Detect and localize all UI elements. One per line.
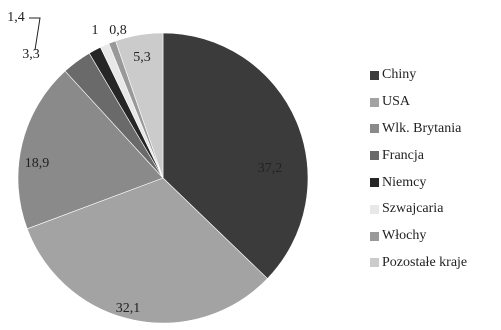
slice-label-francja: 3,3 (22, 47, 40, 62)
pie-labels: 37,2 32,1 18,9 3,3 1,4 1 0,8 5,3 (7, 10, 282, 316)
legend-item-wlochy: Włochy (370, 223, 467, 250)
legend-item-usa: USA (370, 89, 467, 116)
pie-slices (17, 32, 309, 324)
leader-line (29, 17, 41, 51)
legend-label: Wlk. Brytania (382, 120, 462, 136)
legend: Chiny USA Wlk. Brytania Francja Niemcy S… (370, 62, 467, 276)
legend-swatch (370, 124, 379, 134)
legend-swatch (370, 204, 379, 214)
legend-label: Szwajcaria (382, 201, 444, 217)
slice-label-szwajcaria: 1 (92, 23, 99, 38)
legend-swatch (370, 178, 379, 188)
legend-swatch (370, 258, 379, 268)
legend-item-chiny: Chiny (370, 62, 467, 89)
legend-label: Francja (382, 147, 424, 163)
legend-swatch (370, 97, 379, 107)
slice-label-niemcy: 1,4 (7, 10, 25, 25)
legend-swatch (370, 151, 379, 161)
legend-label: Pozostałe kraje (382, 254, 468, 270)
pie-slice-chiny (162, 32, 309, 280)
legend-label: Chiny (382, 67, 417, 83)
legend-swatch (370, 231, 379, 241)
legend-item-francja: Francja (370, 142, 467, 169)
legend-item-szwajcaria: Szwajcaria (370, 196, 467, 223)
legend-swatch (370, 70, 379, 80)
pie-slice-usa (26, 177, 268, 324)
legend-label: Włochy (382, 228, 427, 244)
slice-label-pozostale-kraje: 5,3 (133, 50, 151, 65)
pie-slice-wlk-brytania (17, 70, 164, 230)
legend-label: USA (382, 94, 411, 110)
legend-item-niemcy: Niemcy (370, 169, 467, 196)
pie-slice-pozostale-kraje (115, 32, 164, 179)
slice-label-wlk-brytania: 18,9 (25, 156, 50, 171)
slice-label-chiny: 37,2 (258, 161, 283, 176)
slice-label-wlochy: 0,8 (109, 23, 127, 38)
slice-label-usa: 32,1 (116, 301, 141, 316)
legend-item-wlk-brytania: Wlk. Brytania (370, 116, 467, 143)
legend-item-pozostale-kraje: Pozostałe kraje (370, 250, 467, 277)
legend-label: Niemcy (382, 174, 427, 190)
